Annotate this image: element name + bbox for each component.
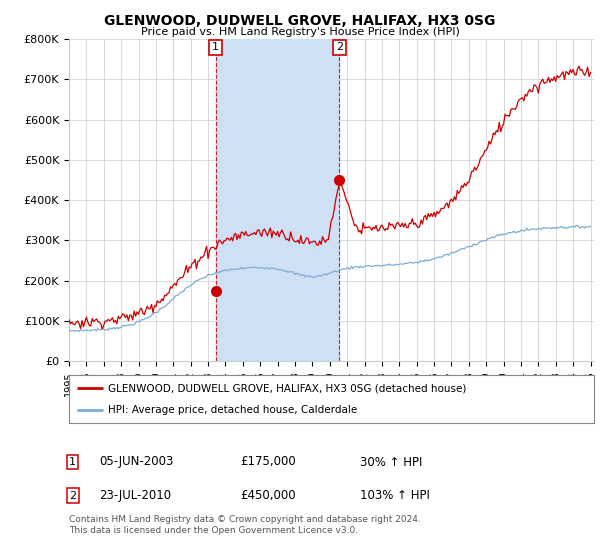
Text: 23-JUL-2010: 23-JUL-2010 [99,489,171,502]
Text: GLENWOOD, DUDWELL GROVE, HALIFAX, HX3 0SG (detached house): GLENWOOD, DUDWELL GROVE, HALIFAX, HX3 0S… [109,383,467,393]
Text: 05-JUN-2003: 05-JUN-2003 [99,455,173,469]
Text: 2: 2 [336,43,343,53]
Text: GLENWOOD, DUDWELL GROVE, HALIFAX, HX3 0SG: GLENWOOD, DUDWELL GROVE, HALIFAX, HX3 0S… [104,14,496,28]
Text: £450,000: £450,000 [240,489,296,502]
Text: £175,000: £175,000 [240,455,296,469]
Text: Contains HM Land Registry data © Crown copyright and database right 2024.
This d: Contains HM Land Registry data © Crown c… [69,515,421,535]
Text: 30% ↑ HPI: 30% ↑ HPI [360,455,422,469]
Text: HPI: Average price, detached house, Calderdale: HPI: Average price, detached house, Cald… [109,405,358,415]
Text: Price paid vs. HM Land Registry's House Price Index (HPI): Price paid vs. HM Land Registry's House … [140,27,460,37]
Text: 103% ↑ HPI: 103% ↑ HPI [360,489,430,502]
Text: 2: 2 [69,491,76,501]
Text: 1: 1 [69,457,76,467]
Bar [215,39,340,361]
Text: 1: 1 [212,43,219,53]
